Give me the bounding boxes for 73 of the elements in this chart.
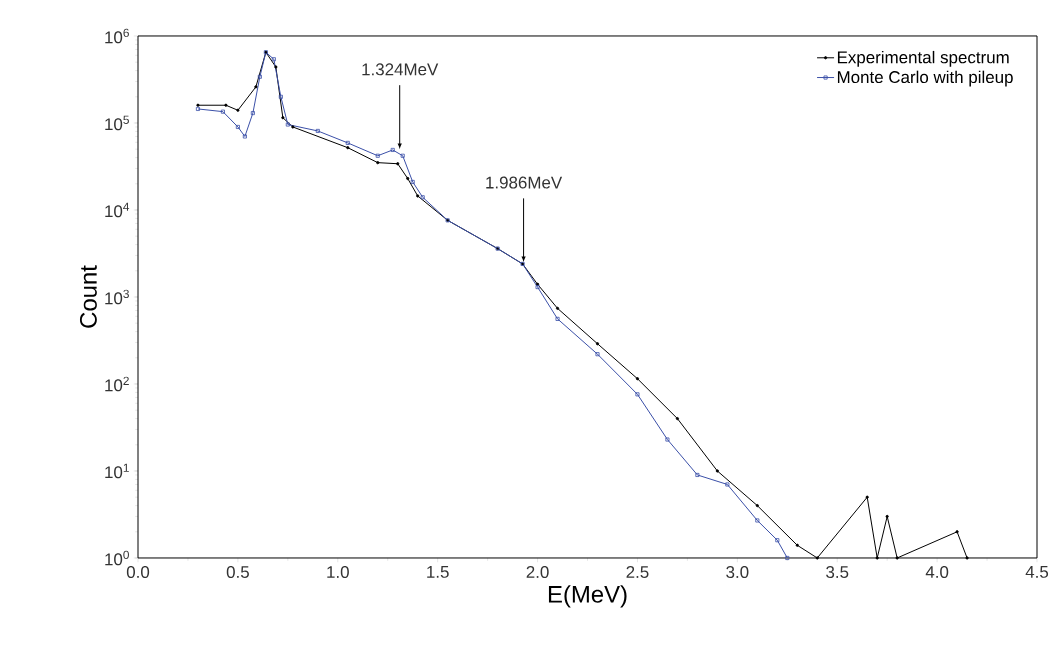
- y-tick-label: 10$^{1}$: [105, 463, 129, 479]
- annotation: 1.324MeV: [362, 63, 439, 76]
- y-tick-label: 10$^{4}$: [105, 202, 130, 218]
- point: [235, 124, 240, 129]
- point: [257, 74, 262, 79]
- x-tick-label: 4.5: [1025, 566, 1049, 578]
- point: [278, 94, 283, 99]
- point: [315, 128, 320, 133]
- point: [196, 103, 200, 107]
- point: [695, 472, 700, 477]
- annotation: 1.986MeV: [486, 176, 563, 189]
- point: [665, 437, 670, 442]
- y-tick-label: 10$^{2}$: [105, 376, 129, 392]
- point: [755, 518, 760, 523]
- x-tick-label: 3.5: [826, 566, 849, 579]
- point: [291, 125, 295, 129]
- point: [220, 109, 225, 114]
- x-tick-label: 1.0: [327, 566, 349, 579]
- point: [955, 530, 959, 534]
- x-tick-label: 3.0: [726, 566, 749, 579]
- x-tick-label: 0.5: [226, 566, 249, 579]
- point: [535, 285, 540, 290]
- point: [271, 57, 276, 62]
- y-axis-title: Count: [79, 265, 97, 328]
- point: [390, 147, 395, 152]
- point: [396, 162, 400, 166]
- y-tick-label: 10$^{5}$: [105, 115, 129, 131]
- point: [895, 556, 899, 560]
- x-tick-label: 1.5: [427, 566, 449, 578]
- point: [865, 495, 869, 499]
- x-tick-label: 4.0: [925, 566, 949, 579]
- point: [416, 194, 420, 198]
- point: [795, 543, 799, 547]
- point: [595, 352, 600, 357]
- legend-label: Monte Carlo with pileup: [837, 70, 1013, 87]
- point: [965, 556, 969, 560]
- point: [375, 153, 380, 158]
- point: [755, 504, 759, 508]
- point: [281, 116, 285, 120]
- y-tick-label: 10$^{0}$: [105, 550, 129, 566]
- point: [400, 153, 405, 158]
- point: [875, 556, 879, 560]
- point: [715, 469, 719, 473]
- point: [815, 556, 819, 560]
- point: [675, 417, 680, 421]
- point: [242, 134, 247, 139]
- point: [410, 179, 415, 184]
- point: [555, 316, 560, 321]
- point: [254, 85, 258, 89]
- point: [376, 161, 380, 165]
- x-tick-label: 2.5: [626, 566, 649, 579]
- point: [224, 103, 228, 107]
- point: [274, 65, 278, 69]
- point: [555, 306, 560, 310]
- point: [346, 146, 350, 150]
- x-tick-label: 2.0: [526, 566, 549, 579]
- point: [725, 482, 730, 487]
- x-tick-label: 0.0: [126, 566, 150, 579]
- point: [635, 377, 640, 381]
- legend-label: Experimental spectrum: [837, 50, 1009, 67]
- point: [406, 176, 410, 181]
- point: [285, 122, 290, 127]
- y-tick-label: 10$^{6}$: [105, 28, 129, 44]
- y-tick-label: 10$^{3}$: [105, 289, 129, 305]
- point: [885, 514, 889, 519]
- point: [236, 108, 240, 112]
- point: [775, 538, 780, 543]
- point: [635, 392, 640, 397]
- point: [345, 140, 350, 145]
- point: [595, 342, 600, 346]
- x-axis-title: E(MeV): [548, 585, 627, 608]
- point: [420, 195, 425, 200]
- point: [250, 111, 255, 116]
